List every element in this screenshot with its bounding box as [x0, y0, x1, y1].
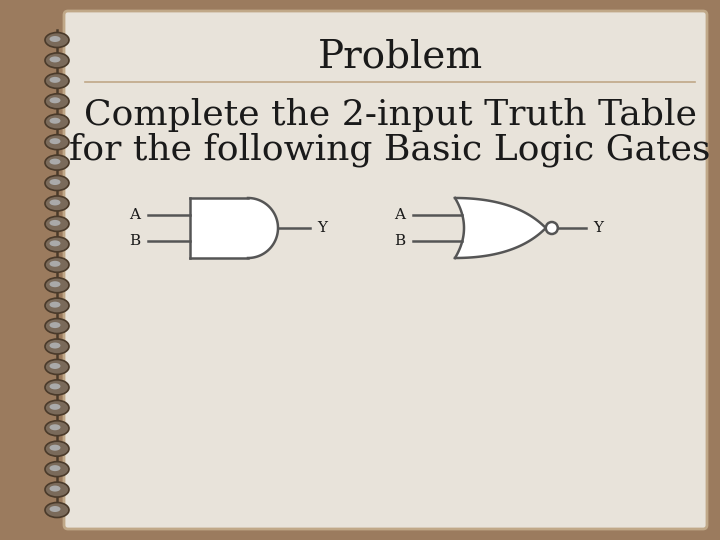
Ellipse shape [50, 445, 60, 451]
Ellipse shape [45, 380, 69, 395]
Text: B: B [394, 234, 405, 248]
Ellipse shape [45, 482, 69, 497]
Text: A: A [394, 208, 405, 222]
Ellipse shape [45, 503, 69, 517]
FancyBboxPatch shape [64, 11, 707, 529]
Ellipse shape [45, 441, 69, 456]
Ellipse shape [50, 281, 60, 287]
Ellipse shape [50, 97, 60, 103]
Ellipse shape [50, 220, 60, 226]
Ellipse shape [45, 400, 69, 415]
Text: for the following Basic Logic Gates: for the following Basic Logic Gates [69, 133, 711, 167]
Ellipse shape [50, 179, 60, 185]
Ellipse shape [45, 32, 69, 48]
Ellipse shape [50, 77, 60, 83]
Ellipse shape [50, 302, 60, 308]
Ellipse shape [50, 199, 60, 206]
Ellipse shape [45, 360, 69, 374]
Ellipse shape [45, 94, 69, 109]
Ellipse shape [50, 57, 60, 63]
Ellipse shape [45, 237, 69, 252]
Text: Y: Y [317, 221, 327, 235]
Ellipse shape [45, 339, 69, 354]
Ellipse shape [50, 261, 60, 267]
Text: A: A [129, 208, 140, 222]
Ellipse shape [50, 322, 60, 328]
Ellipse shape [45, 196, 69, 211]
Ellipse shape [45, 217, 69, 232]
Ellipse shape [45, 421, 69, 436]
Ellipse shape [50, 240, 60, 246]
Ellipse shape [45, 298, 69, 313]
Ellipse shape [45, 257, 69, 272]
Text: B: B [129, 234, 140, 248]
Ellipse shape [50, 383, 60, 389]
Text: Problem: Problem [318, 38, 482, 76]
Ellipse shape [45, 155, 69, 170]
Ellipse shape [45, 73, 69, 89]
Ellipse shape [50, 424, 60, 430]
Ellipse shape [50, 159, 60, 165]
Ellipse shape [50, 118, 60, 124]
Ellipse shape [45, 319, 69, 334]
Ellipse shape [50, 506, 60, 512]
Polygon shape [248, 198, 278, 258]
Circle shape [546, 222, 558, 234]
Ellipse shape [45, 462, 69, 477]
Bar [190, 198, 248, 258]
Ellipse shape [45, 114, 69, 129]
Ellipse shape [50, 342, 60, 348]
Ellipse shape [50, 138, 60, 144]
Ellipse shape [50, 363, 60, 369]
Polygon shape [455, 198, 546, 258]
Ellipse shape [50, 465, 60, 471]
Ellipse shape [45, 53, 69, 68]
Ellipse shape [50, 36, 60, 42]
Ellipse shape [45, 278, 69, 293]
Text: Complete the 2-input Truth Table: Complete the 2-input Truth Table [84, 98, 696, 132]
Ellipse shape [45, 176, 69, 191]
Ellipse shape [50, 485, 60, 491]
Ellipse shape [50, 404, 60, 410]
Text: Y: Y [593, 221, 603, 235]
Ellipse shape [45, 134, 69, 150]
